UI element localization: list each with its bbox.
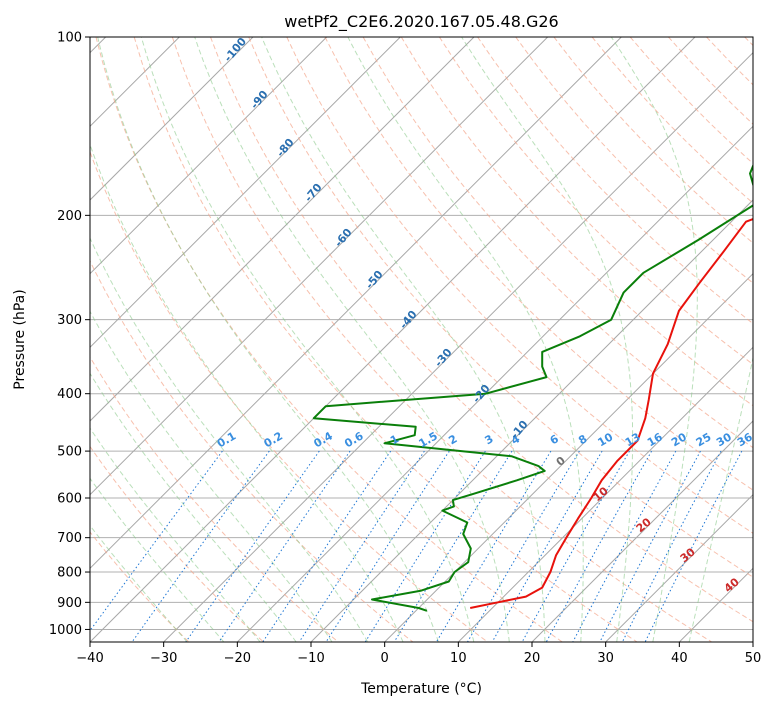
y-tick-label: 400 [57, 387, 82, 402]
x-tick-label: 10 [450, 651, 467, 666]
y-axis-label: Pressure (hPa) [12, 289, 28, 389]
x-tick-label: −30 [150, 651, 177, 666]
x-tick-label: 50 [745, 651, 762, 666]
y-tick-label: 900 [57, 596, 82, 611]
y-tick-label: 500 [57, 445, 82, 460]
y-tick-label: 600 [57, 492, 82, 507]
y-tick-label: 100 [57, 31, 82, 46]
x-tick-label: −40 [76, 651, 103, 666]
y-tick-label: 800 [57, 566, 82, 581]
x-tick-label: −10 [297, 651, 324, 666]
x-axis-label: Temperature (°C) [360, 681, 482, 697]
isotherm-gridline [753, 37, 775, 642]
y-tick-label: 300 [57, 313, 82, 328]
x-tick-label: 30 [597, 651, 614, 666]
y-tick-label: 1000 [49, 623, 82, 638]
chart-title: wetPf2_C2E6.2020.167.05.48.G26 [284, 12, 558, 32]
plot-background [90, 37, 753, 642]
x-tick-label: 0 [381, 651, 389, 666]
x-tick-label: 40 [671, 651, 688, 666]
x-tick-label: 20 [524, 651, 541, 666]
y-tick-label: 700 [57, 531, 82, 546]
x-tick-label: −20 [224, 651, 251, 666]
y-tick-label: 200 [57, 209, 82, 224]
